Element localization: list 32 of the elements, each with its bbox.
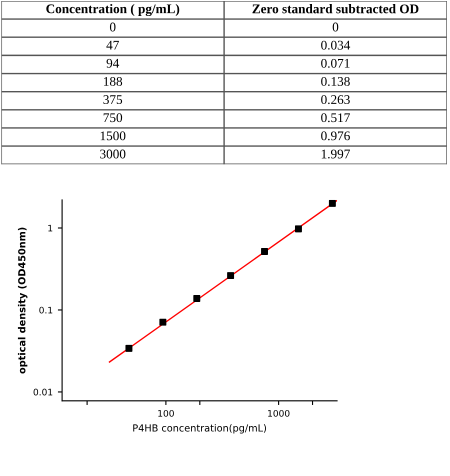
y-tick-label: 0.1 [39,306,52,314]
text: 94 [106,58,120,68]
x-axis-title: P4HB concentration(pg/mL) [133,424,266,434]
text: 375 [103,95,122,104]
point [261,248,268,255]
text: 750 [104,113,122,122]
point [159,318,166,326]
text: 0.263 [321,95,350,104]
text: 3000 [100,150,126,158]
point [227,272,234,280]
text: 1.997 [322,150,350,159]
point [125,344,132,352]
x-tick-label: 1000 [268,410,290,417]
text: Concentration ( pg/mL) [46,4,180,16]
y-axis-title: optical density (OD450nm) [18,228,28,374]
text: 0.071 [321,58,350,68]
y-tick-label: 0.01 [34,388,52,396]
point [193,295,200,302]
y-tick-label: 1 [48,224,52,232]
text: 0 [110,22,116,32]
point [328,200,336,207]
x-tick-label: 100 [158,410,174,417]
text: 47 [106,40,119,50]
text: 0.517 [321,113,350,122]
text: 0.138 [321,76,350,86]
text: 0.976 [321,131,350,140]
text: 0 [332,22,338,32]
text: 0.034 [321,40,350,50]
text: 1500 [100,131,126,140]
point [294,225,302,232]
text: 188 [104,76,122,86]
text: Zero standard subtracted OD [252,4,418,14]
